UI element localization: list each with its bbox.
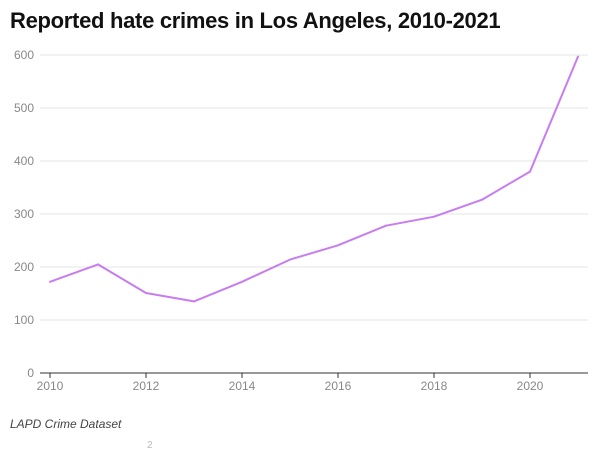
y-tick-label: 600: [14, 48, 34, 62]
data-point-2016: [337, 244, 339, 247]
y-tick-label: 100: [14, 313, 34, 327]
data-point-2013: [193, 300, 195, 303]
x-tick-label: 2010: [37, 379, 64, 393]
data-point-2017: [385, 224, 387, 227]
data-point-2011: [97, 263, 99, 266]
x-tick-label: 2016: [325, 379, 352, 393]
y-tick-label: 400: [14, 154, 34, 168]
data-point-2010: [49, 280, 51, 283]
y-tick-label: 0: [27, 366, 34, 380]
data-point-2021: [577, 55, 579, 58]
chart-title: Reported hate crimes in Los Angeles, 201…: [10, 8, 501, 33]
y-axis-ticks: 0 100 200 300 400 500 600: [14, 48, 34, 380]
x-tick-label: 2020: [517, 379, 544, 393]
data-point-2018: [433, 215, 435, 218]
y-tick-label: 500: [14, 101, 34, 115]
x-tick-label: 2018: [421, 379, 448, 393]
data-point-2019: [481, 198, 483, 201]
data-point-2012: [145, 291, 147, 294]
footnote-mark: 2: [147, 440, 153, 451]
y-tick-label: 300: [14, 207, 34, 221]
data-point-2015: [289, 258, 291, 261]
x-tick-label: 2014: [229, 379, 256, 393]
data-points: [49, 55, 579, 303]
x-axis-ticks: 2010 2012 2014 2016 2018 2020: [37, 373, 544, 393]
x-tick-label: 2012: [133, 379, 160, 393]
data-point-2020: [529, 170, 531, 173]
gridlines: [40, 54, 588, 321]
source-note: LAPD Crime Dataset: [10, 417, 122, 431]
y-tick-label: 200: [14, 260, 34, 274]
data-point-2014: [241, 280, 243, 283]
series-line: [49, 56, 579, 303]
